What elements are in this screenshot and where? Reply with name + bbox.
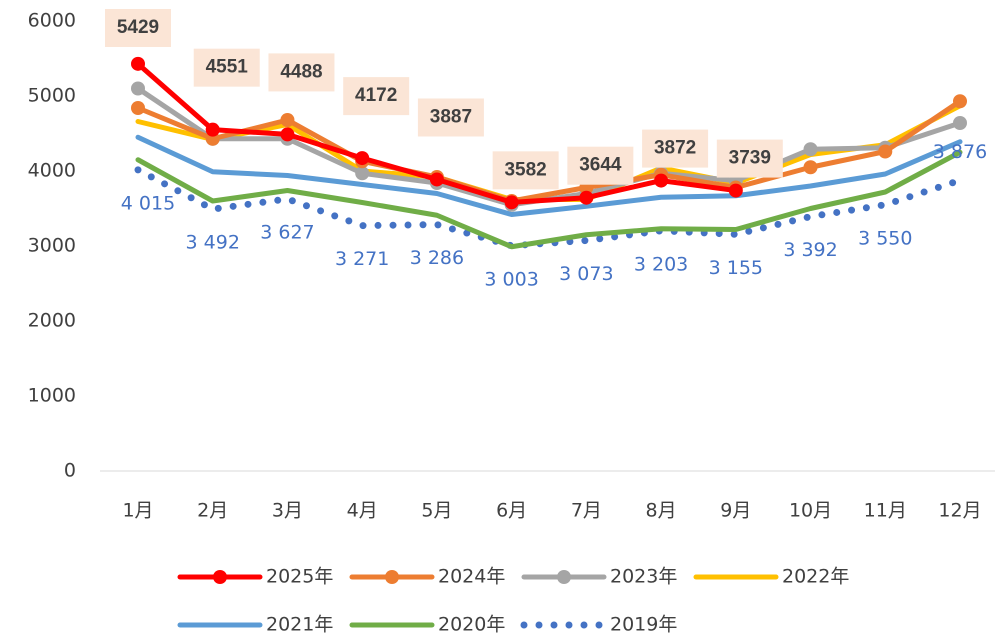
label-box (492, 151, 559, 190)
y-tick-label: 5000 (28, 85, 76, 107)
data-label: 3 203 (634, 253, 688, 275)
point (654, 173, 669, 188)
y-tick-label: 0 (64, 460, 76, 482)
label-box (567, 146, 634, 185)
x-tick-label: 5月 (421, 500, 452, 522)
x-tick-label: 12月 (938, 500, 981, 522)
label-box (193, 48, 260, 87)
point (878, 144, 893, 159)
x-tick-label: 3月 (272, 500, 303, 522)
label-box (105, 9, 171, 47)
data-label: 4488 (280, 61, 322, 82)
series-line (135, 149, 963, 250)
point (728, 183, 743, 198)
legend-label: 2024年 (438, 566, 505, 588)
point (280, 127, 295, 142)
data-label: 4172 (355, 85, 397, 106)
label-box (343, 77, 410, 116)
y-tick-label: 2000 (28, 310, 76, 332)
data-label: 3872 (654, 138, 696, 159)
data-label: 4 015 (121, 192, 175, 214)
data-label: 3 073 (559, 263, 613, 285)
x-tick-label: 7月 (571, 500, 602, 522)
label-box (268, 53, 335, 92)
y-tick-label: 4000 (28, 160, 76, 182)
legend-label: 2020年 (438, 614, 505, 636)
label-box (642, 129, 709, 168)
y-tick-label: 3000 (28, 235, 76, 257)
series-line (134, 166, 964, 250)
point (355, 166, 370, 181)
point (131, 56, 145, 71)
point (579, 190, 594, 205)
data-label: 3887 (430, 106, 472, 127)
legend-label: 2021年 (266, 614, 333, 636)
point (205, 122, 220, 137)
data-label: 3644 (579, 155, 622, 176)
series-line (135, 134, 963, 217)
point (504, 195, 519, 210)
data-label: 5429 (117, 17, 159, 38)
data-label: 4551 (206, 57, 249, 78)
legend-marker (557, 570, 571, 584)
data-label: 3 286 (410, 247, 464, 269)
legend-label: 2025年 (266, 566, 333, 588)
data-label: 3 876 (933, 141, 987, 163)
point (131, 81, 145, 96)
point (803, 160, 818, 175)
point (429, 172, 444, 187)
data-label: 3 003 (484, 268, 538, 290)
x-tick-label: 8月 (646, 500, 677, 522)
point (355, 151, 370, 166)
x-tick-label: 11月 (864, 500, 907, 522)
point (953, 116, 967, 130)
x-tick-label: 1月 (122, 500, 153, 522)
point (953, 94, 967, 109)
y-tick-label: 6000 (28, 10, 76, 32)
x-tick-label: 9月 (720, 500, 751, 522)
legend-marker (213, 570, 227, 584)
x-tick-label: 6月 (496, 500, 527, 522)
data-label: 3 627 (260, 221, 314, 243)
label-box (417, 98, 484, 137)
point (280, 113, 295, 127)
data-label: 3 392 (783, 239, 837, 261)
x-tick-label: 2月 (197, 500, 228, 522)
data-label: 3 271 (335, 248, 389, 270)
data-label: 3 550 (858, 227, 912, 249)
data-label: 3582 (504, 159, 546, 180)
legend-label: 2023年 (610, 566, 677, 588)
series-line (135, 98, 963, 204)
label-box (716, 139, 783, 178)
data-label: 3 492 (186, 232, 240, 254)
legend-label: 2022年 (782, 566, 849, 588)
y-tick-label: 1000 (28, 385, 76, 407)
point (131, 101, 145, 115)
data-label: 3 155 (709, 257, 763, 279)
legend-marker (385, 570, 399, 584)
data-label: 3739 (729, 148, 771, 169)
legend-label: 2019年 (610, 614, 677, 636)
x-tick-label: 4月 (347, 500, 378, 522)
x-tick-label: 10月 (789, 500, 832, 522)
point (803, 142, 818, 157)
